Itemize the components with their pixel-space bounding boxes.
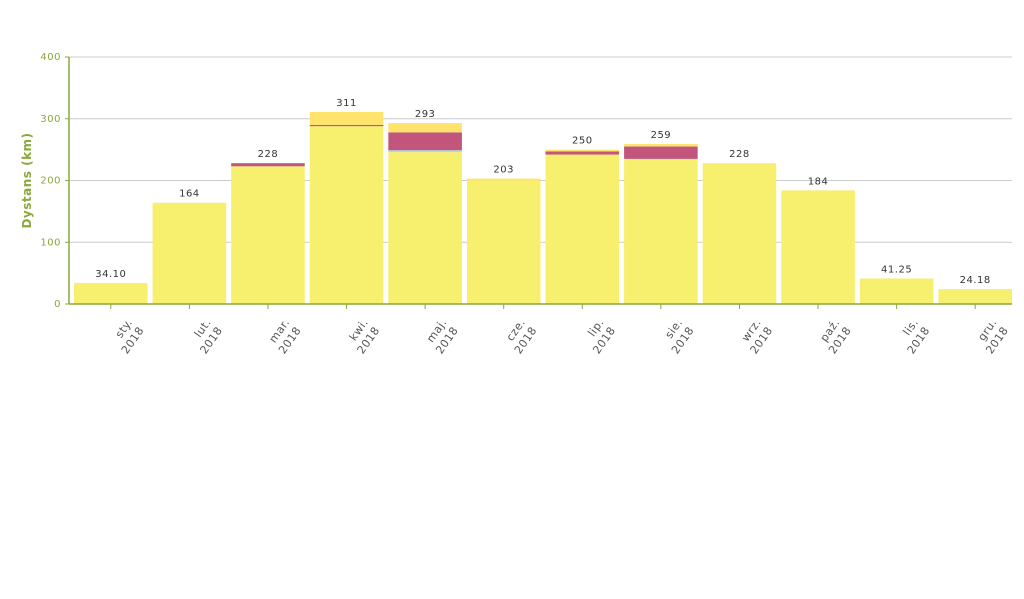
bar-segment <box>702 163 777 304</box>
data-label: 203 <box>493 165 514 176</box>
x-tick-label: mar.2018 <box>265 316 304 356</box>
data-label: 228 <box>729 149 750 160</box>
x-tick-label: gru.2018 <box>972 316 1011 356</box>
bar-segment <box>545 149 620 152</box>
x-tick-label: kwi.2018 <box>343 316 382 356</box>
bar-segment <box>74 282 148 304</box>
x-tick-label: wrz.2018 <box>736 316 775 356</box>
bar-segment <box>466 178 541 181</box>
bar-segment <box>624 144 698 147</box>
data-label: 293 <box>415 109 436 120</box>
x-tick-label: sty.2018 <box>107 316 146 356</box>
x-tick-label: lip.2018 <box>579 316 618 356</box>
bar-segment <box>231 166 305 304</box>
bar-segment <box>309 111 384 125</box>
bar-segment <box>388 152 462 304</box>
y-axis-label: Dystans (km) <box>20 132 34 228</box>
x-tick-label: lut.2018 <box>186 316 225 356</box>
y-tick-label: 0 <box>54 299 61 310</box>
x-tick-label: cze.2018 <box>500 316 539 356</box>
bar-segment <box>624 146 698 159</box>
bar-segment <box>231 163 305 167</box>
data-label: 259 <box>651 130 672 141</box>
x-tick-label: maj.2018 <box>422 316 461 356</box>
bar-segment <box>388 150 462 153</box>
bar-segment <box>309 124 384 127</box>
bar-segment <box>624 158 698 304</box>
bar-segment <box>545 154 620 304</box>
bar-segment <box>466 180 541 304</box>
data-label: 228 <box>258 149 279 160</box>
bar-segment <box>309 126 384 304</box>
data-label: 250 <box>572 136 593 147</box>
y-tick-label: 100 <box>40 237 61 248</box>
bar-segment <box>938 289 1012 304</box>
y-tick-label: 200 <box>40 176 61 187</box>
x-tick-label: paź.2018 <box>815 316 854 356</box>
y-tick-label: 300 <box>40 114 61 125</box>
data-label: 164 <box>179 189 200 200</box>
bar-layer <box>74 111 1012 304</box>
bar-segment <box>545 151 620 155</box>
data-label: 24.18 <box>960 275 991 286</box>
axis-layer <box>65 56 1012 309</box>
bar-segment <box>388 132 462 151</box>
data-label: 34.10 <box>95 269 126 280</box>
data-label: 184 <box>808 176 829 187</box>
data-label: 41.25 <box>881 265 912 276</box>
bar-segment <box>859 278 934 304</box>
x-tick-label: lis.2018 <box>893 316 932 356</box>
bar-segment <box>388 123 462 133</box>
y-tick-label: 400 <box>40 52 61 63</box>
data-label: 311 <box>336 98 357 109</box>
x-tick-label: sie.2018 <box>657 316 696 356</box>
bar-segment <box>152 202 227 304</box>
bar-segment <box>781 190 855 304</box>
